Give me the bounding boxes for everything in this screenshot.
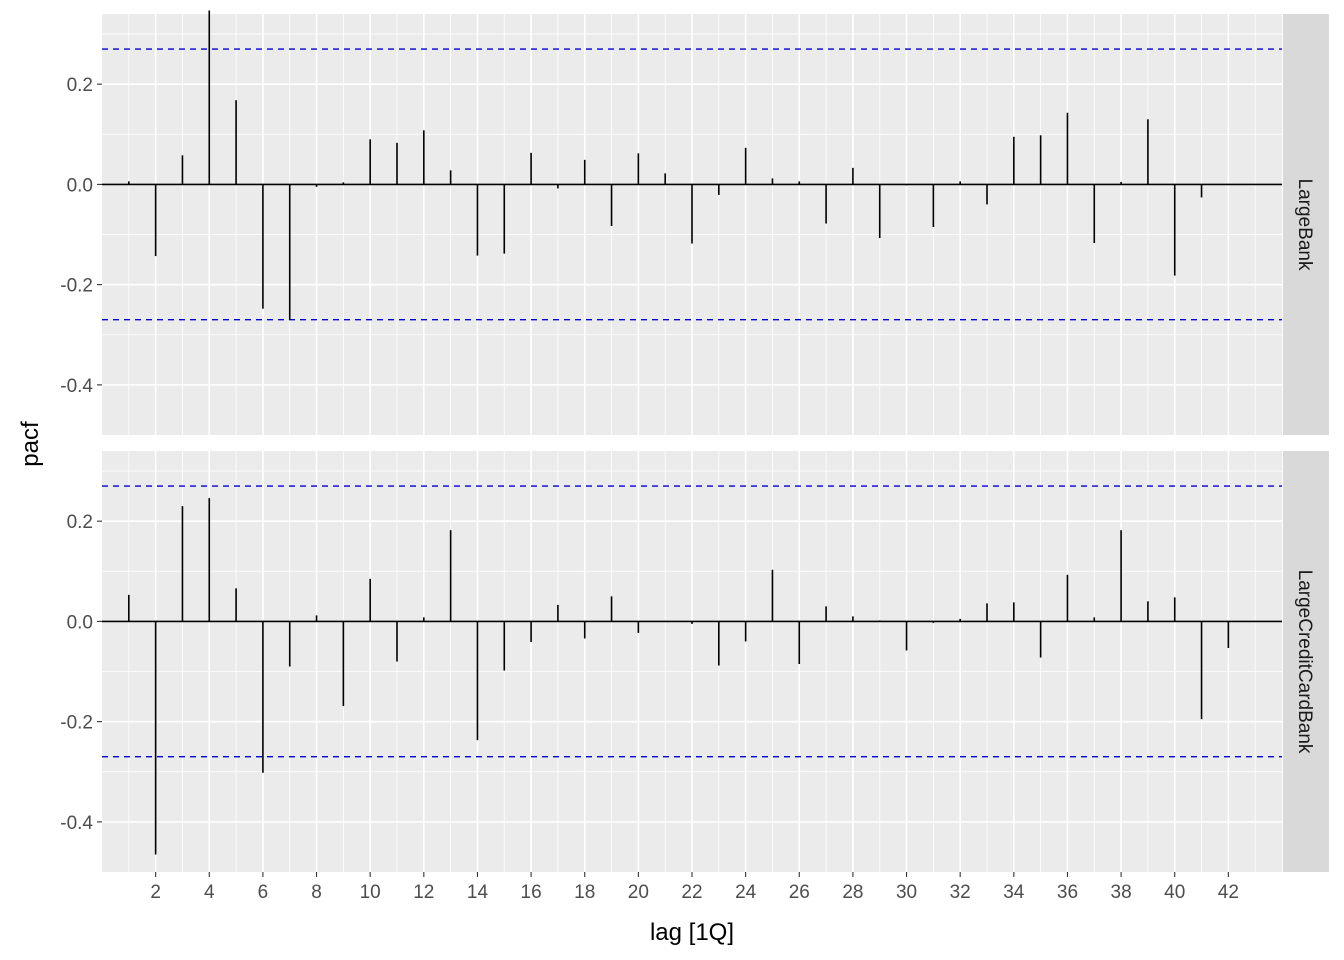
x-tick-label: 42 [1218,882,1239,903]
x-axis: 2 4 6 8 10 12 14 16 18 20 22 24 26 28 30 32 34 36 38 40 42 [150,872,1239,903]
facet-strip-label: LargeBank [1294,179,1315,271]
x-tick-label: 38 [1111,882,1132,903]
y-tick-label: -0.2 [60,713,93,734]
y-axis-title: pacf [17,421,44,467]
facet-strip-label: LargeCreditCardBank [1294,570,1315,754]
y-tick-label: -0.2 [60,276,93,297]
x-tick-label: 30 [896,882,917,903]
y-tick-label: 0.0 [67,612,93,633]
facet-strip [1283,14,1329,435]
x-tick-label: 36 [1057,882,1078,903]
x-tick-label: 14 [467,882,489,903]
y-tick-label: 0.2 [67,75,93,96]
x-tick-label: 16 [521,882,542,903]
facet-panel-LargeBank: 0.2 0.0 -0.2 -0.4 LargeBank [60,10,1329,435]
x-tick-label: 34 [1003,882,1025,903]
x-tick-label: 18 [574,882,595,903]
x-tick-label: 4 [204,882,215,903]
x-tick-label: 12 [413,882,434,903]
x-tick-label: 40 [1164,882,1185,903]
x-tick-label: 10 [360,882,381,903]
x-tick-label: 28 [842,882,863,903]
y-tick-label: -0.4 [60,376,93,397]
y-tick-label: 0.0 [67,175,93,196]
facet-panel-LargeCreditCardBank: 0.2 0.0 -0.2 -0.4 LargeCreditCardBank [60,451,1329,872]
facet-panels: 0.2 0.0 -0.2 -0.4 LargeBank 0.2 0.0 -0.2 -0.4 Lar… [60,10,1329,872]
x-tick-label: 2 [150,882,161,903]
x-tick-label: 26 [789,882,810,903]
y-tick-label: -0.4 [60,813,93,834]
x-tick-label: 22 [681,882,702,903]
x-tick-label: 24 [735,882,757,903]
y-tick-label: 0.2 [67,512,93,533]
x-tick-label: 20 [628,882,649,903]
facet-strip [1283,451,1329,872]
x-tick-label: 6 [258,882,269,903]
x-tick-label: 8 [311,882,322,903]
x-axis-title: lag [1Q] [650,919,734,946]
x-tick-label: 32 [950,882,971,903]
